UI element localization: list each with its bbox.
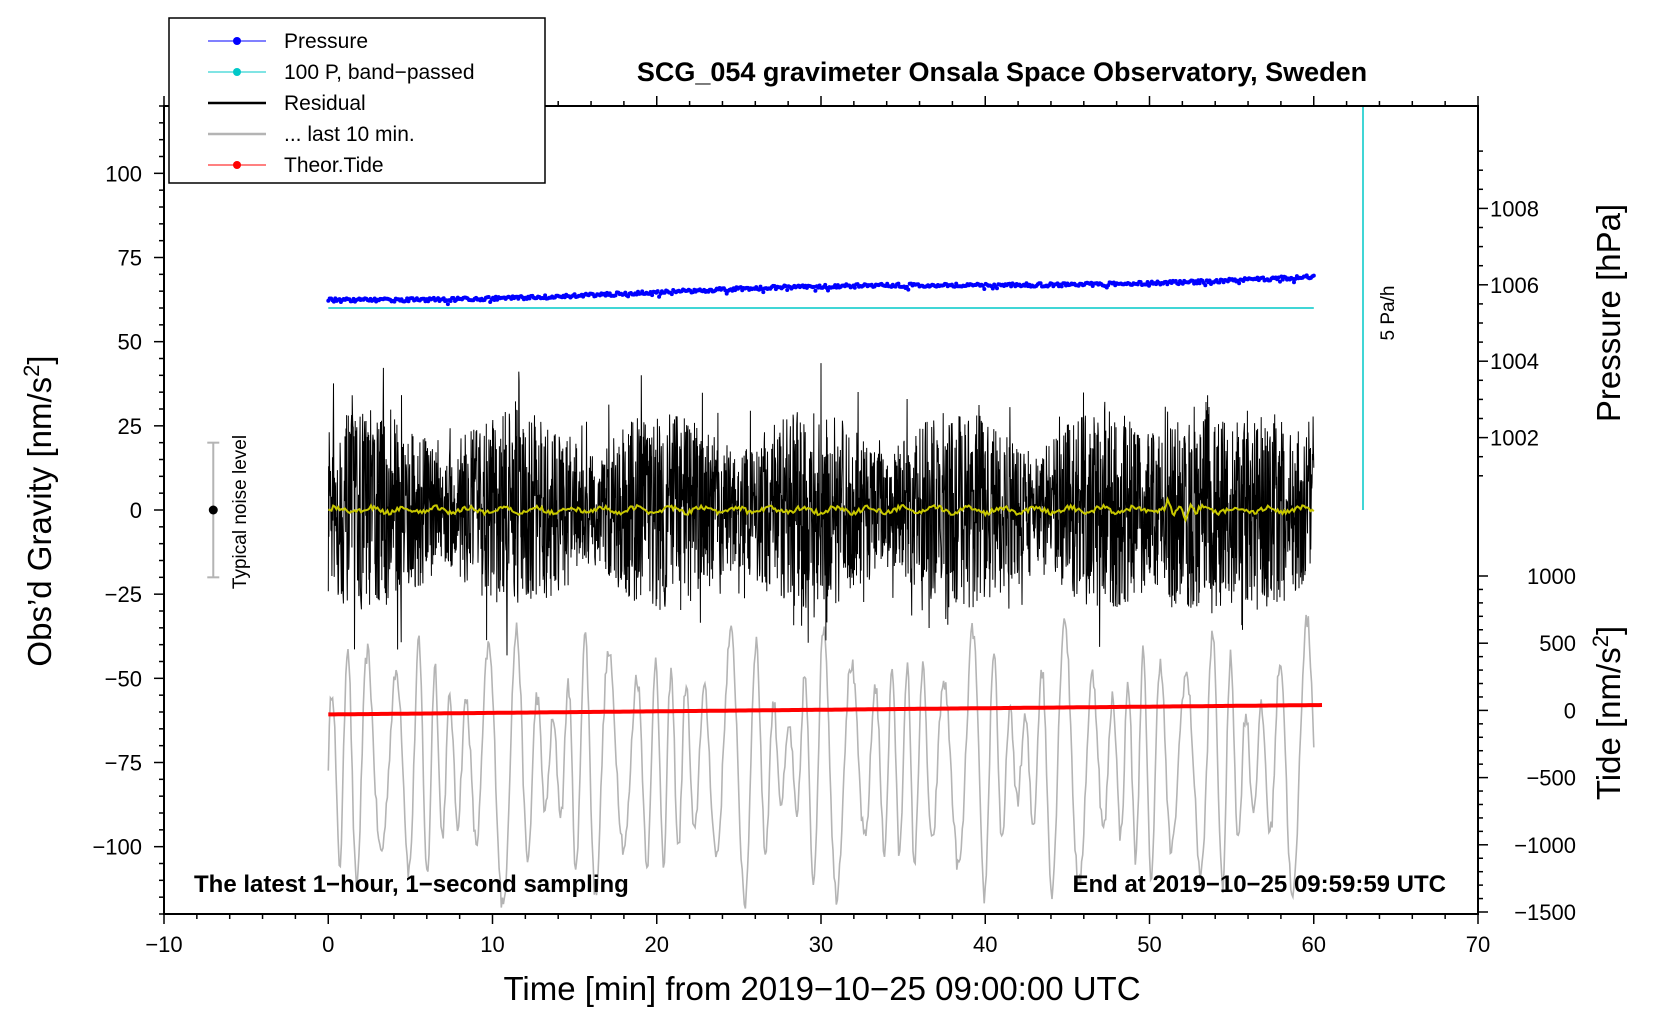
pressure-point [1278, 279, 1282, 284]
pressure-point [982, 287, 987, 291]
x-tick-label: 0 [322, 932, 334, 957]
pressure-point [823, 282, 828, 287]
pressure-point [852, 285, 857, 290]
legend-item: 100 P, band−passed [208, 61, 475, 84]
pressure-point [1292, 280, 1296, 285]
legend-marker [233, 37, 241, 45]
pressure-point [761, 290, 766, 295]
pressure-point [783, 284, 788, 289]
legend-label: Theor.Tide [284, 154, 384, 177]
x-tick-label: 10 [480, 932, 504, 957]
pressure-series [326, 273, 1316, 307]
residual-smoothed-line [328, 496, 1315, 523]
legend-item: ... last 10 min. [208, 123, 415, 146]
y-left-tick-label: 25 [118, 414, 142, 439]
y-left-tick-label: 50 [118, 330, 142, 355]
pressure-point [1203, 283, 1208, 288]
pressure-tick-label: 1008 [1490, 196, 1539, 221]
pressure-point [1311, 273, 1316, 278]
pressure-point [896, 281, 901, 286]
pressure-point [785, 288, 790, 292]
y-left-tick-label: 75 [118, 246, 142, 271]
sampling-note: The latest 1−hour, 1−second sampling [194, 871, 629, 898]
pressure-point [648, 290, 653, 294]
pressure-point [451, 296, 456, 300]
pressure-point [1194, 281, 1199, 286]
x-tick-label: −10 [145, 932, 182, 957]
end-time-note: End at 2019−10−25 09:59:59 UTC [1072, 871, 1446, 898]
legend-box [168, 17, 546, 184]
pressure-tick-label: 1006 [1490, 273, 1539, 298]
pressure-point [543, 293, 548, 298]
pressure-point [613, 293, 618, 298]
x-tick-label: 40 [973, 932, 997, 957]
legend-marker [233, 161, 241, 169]
pressure-point [1197, 281, 1202, 286]
pressure-point [906, 287, 911, 292]
x-tick-label: 60 [1302, 932, 1326, 957]
pressure-axis-label: Pressure [hPa] [1590, 204, 1627, 422]
y-left-tick-label: 0 [130, 498, 142, 523]
tide-line [328, 703, 1323, 717]
pressure-point [486, 295, 491, 299]
residual-line [327, 363, 1315, 656]
x-tick-label: 20 [645, 932, 669, 957]
tide-tick-label: −1000 [1514, 833, 1576, 858]
x-tick-label: 30 [809, 932, 833, 957]
x-axis-label: Time [min] from 2019−10−25 09:00:00 UTC [503, 970, 1140, 1007]
pressure-point [990, 286, 995, 291]
ticks-layer: −10 0 10 20 30 40 50 60 701007550250−25−50−75−10… [92, 96, 1576, 957]
chart-title: SCG_054 gravimeter Onsala Space Observat… [637, 57, 1367, 87]
legend-item: Residual [208, 92, 366, 115]
tide-tick-label: 1000 [1527, 564, 1576, 589]
y-left-tick-label: −100 [92, 835, 142, 860]
pressure-point [448, 299, 453, 303]
pressure-point [980, 283, 985, 288]
tide-axis-label: Tide [nm/s2] [1588, 626, 1628, 800]
scale-bar-label: 5 Pa/h [1378, 286, 1399, 341]
y-left-axis-label: Obs’d Gravity [nm/s2] [19, 355, 59, 666]
pressure-point [826, 288, 830, 293]
pressure-point [650, 293, 655, 298]
pressure-point [813, 288, 818, 293]
legend-label: ... last 10 min. [284, 123, 415, 146]
pressure-point [445, 302, 450, 307]
pressure-point [655, 289, 660, 294]
y-left-tick-label: 100 [105, 161, 142, 186]
pressure-point [1237, 281, 1242, 286]
legend-label: 100 P, band−passed [284, 61, 475, 84]
legend-label: Pressure [284, 30, 368, 53]
pressure-point [669, 292, 674, 297]
noise-bar-center [208, 505, 218, 515]
pressure-point [995, 286, 999, 291]
tide-tick-label: −500 [1526, 766, 1576, 791]
x-tick-label: 70 [1466, 932, 1490, 957]
last-10-min-line [327, 614, 1315, 909]
pressure-point [1138, 280, 1143, 284]
pressure-point [1038, 281, 1043, 286]
pressure-point [392, 299, 397, 304]
legend-label: Residual [284, 92, 366, 115]
pressure-tick-label: 1004 [1490, 349, 1539, 374]
legend: Pressure 100 P, band−passed Residual ... la… [168, 17, 546, 184]
legend-marker [233, 68, 241, 76]
noise-bar-label: Typical noise level [230, 435, 251, 589]
pressure-tick-label: 1002 [1490, 426, 1539, 451]
pressure-point [1059, 284, 1064, 289]
y-left-tick-label: −25 [105, 582, 142, 607]
x-tick-label: 50 [1137, 932, 1161, 957]
data-layer [207, 106, 1364, 909]
tide-tick-label: 500 [1539, 631, 1576, 656]
tide-tick-label: 0 [1564, 698, 1576, 723]
y-left-tick-label: −75 [105, 751, 142, 776]
pressure-point [1261, 275, 1266, 280]
legend-item: Theor.Tide [208, 154, 384, 177]
legend-item: Pressure [208, 30, 368, 53]
tide-tick-label: −1500 [1514, 900, 1576, 925]
y-left-tick-label: −50 [105, 666, 142, 691]
pressure-point [1290, 276, 1295, 281]
pressure-point [426, 299, 431, 304]
